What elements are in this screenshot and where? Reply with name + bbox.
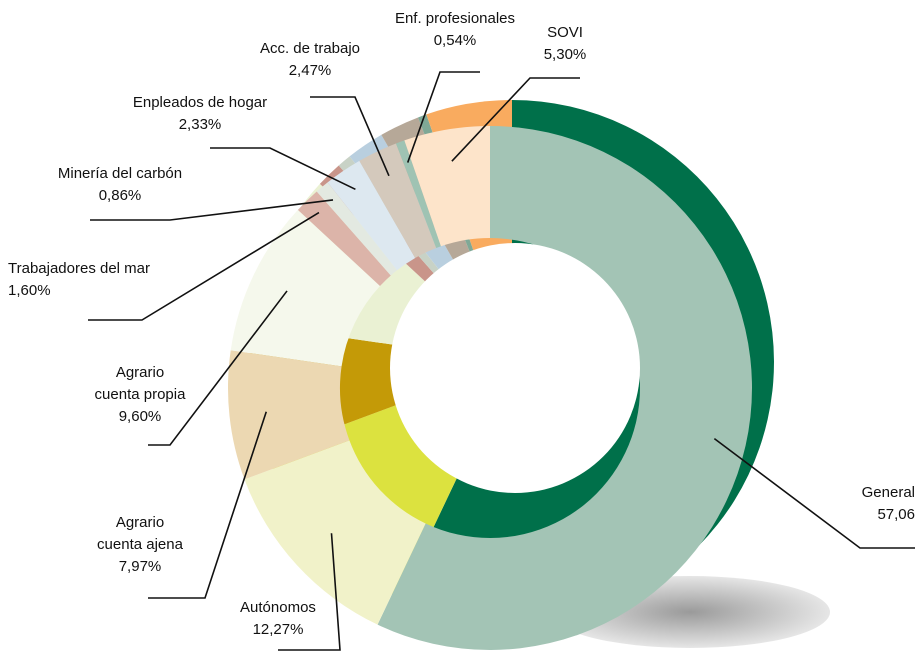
label-value: 2,33%: [178, 116, 222, 133]
slice: [244, 440, 426, 625]
slice: [227, 350, 350, 480]
label-name: Enpleados de hogar: [132, 94, 268, 111]
leader-line: [88, 211, 320, 321]
label-name: Autónomos: [240, 599, 316, 616]
leader-line: [278, 533, 341, 651]
label-name: Agrario cuenta propia: [94, 364, 186, 403]
slice-label: Enf. profesionales 0,54%: [380, 8, 530, 52]
label-name: General: [861, 484, 915, 501]
leader-line: [148, 290, 288, 446]
label-value: 0,54%: [433, 32, 477, 49]
hole: [390, 243, 640, 493]
slice: [377, 126, 753, 651]
leader-line: [310, 96, 390, 177]
slice-label: Agrario cuenta ajena 7,97%: [80, 512, 200, 578]
label-name: SOVI: [547, 24, 583, 41]
label-value: 12,27%: [252, 621, 304, 638]
label-value: 1,60%: [8, 282, 51, 299]
leader-line: [210, 147, 356, 191]
slice-label: Trabajadores del mar 1,60%: [8, 258, 188, 302]
slice-label: General 57,06: [800, 482, 915, 526]
leader-line: [451, 77, 580, 162]
slice: [230, 209, 381, 367]
label-value: 7,97%: [118, 558, 162, 575]
label-name: Minería del carbón: [57, 165, 183, 182]
label-name: Acc. de trabajo: [259, 40, 361, 57]
slice-label: Enpleados de hogar 2,33%: [110, 92, 290, 136]
label-value: 0,86%: [98, 187, 142, 204]
slice-label: Acc. de trabajo 2,47%: [240, 38, 380, 82]
label-name: Trabajadores del mar: [8, 260, 151, 277]
label-value: 57,06: [877, 506, 915, 523]
label-value: 2,47%: [288, 62, 332, 79]
slice: [359, 143, 437, 258]
leader-line: [713, 437, 915, 549]
label-value: 9,60%: [118, 408, 162, 425]
slice: [396, 140, 441, 248]
leader-line: [406, 71, 480, 163]
slice: [327, 160, 416, 271]
leader-line: [148, 411, 268, 599]
slice-label: SOVI 5,30%: [530, 22, 600, 66]
slice-label: Autónomos 12,27%: [220, 597, 336, 641]
slice: [404, 126, 490, 247]
label-name: Enf. profesionales: [394, 10, 516, 27]
slice-label: Agrario cuenta propia 9,60%: [80, 362, 200, 428]
slice-label: Minería del carbón 0,86%: [40, 163, 200, 207]
slice: [297, 191, 391, 287]
label-name: Agrario cuenta ajena: [97, 514, 183, 553]
leader-line: [90, 199, 334, 221]
label-value: 5,30%: [543, 46, 587, 63]
slice: [316, 182, 398, 276]
